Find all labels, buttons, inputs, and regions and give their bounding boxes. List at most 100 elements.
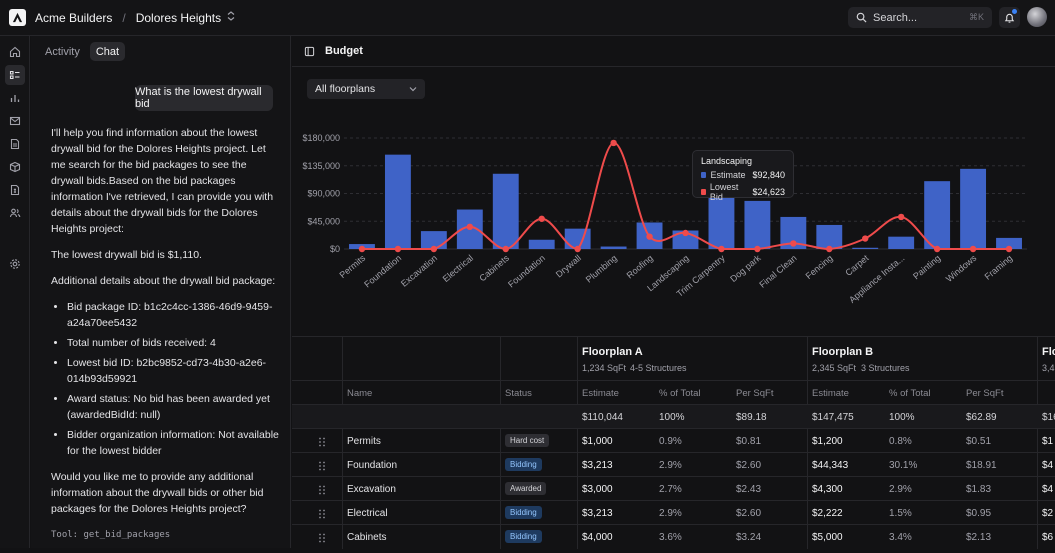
column-header-per-sqft[interactable]: Per SqFt [736,388,774,399]
avatar[interactable] [1027,7,1047,27]
budget-chart: $0$45,000$90,000$135,000$180,000PermitsF… [302,133,1027,305]
chat-panel: Activity Chat What is the lowest drywall… [31,36,291,548]
estimate-bar [852,247,879,249]
floorplan-a-estimate[interactable]: $3,213 [582,508,613,519]
floorplan-a-pct: 2.7% [659,484,682,495]
lowest-bid-point [430,245,438,253]
y-tick-label: $90,000 [307,189,340,199]
search-input[interactable]: Search... ⌘K [848,7,992,28]
lowest-bid-point [897,213,905,221]
drag-handle-icon[interactable] [318,461,326,471]
floorplan-a-sqft: 1,234 SqFt [582,363,627,373]
floorplan-a-structures: 4-5 Structures [630,363,687,373]
chevron-down-icon [409,87,417,92]
row-name: Excavation [347,484,396,495]
floorplan-b-estimate[interactable]: $4,300 [812,484,843,495]
floorplan-b-per-sqft: $0.51 [966,436,992,447]
budget-panel: Budget All floorplans $0 $45,000 $90,000 $1… [292,36,1055,549]
floorplan-a-estimate[interactable]: $3,000 [582,484,613,495]
lowest-bid-point [933,245,941,253]
column-header-name[interactable]: Name [347,388,373,399]
estimate-bar [708,191,735,249]
list-item: Bidder organization information: Not ava… [67,427,279,459]
row-name: Foundation [347,460,398,471]
table-row[interactable]: Electrical Bidding $3,213 2.9% $2.60 $2,222 1.… [292,501,1055,525]
sidebar-toggle-icon[interactable] [304,46,315,57]
lowest-bid-point [682,229,689,237]
floorplan-c-estimate[interactable]: $4 [1042,484,1054,495]
floorplan-c-sqft: 3,4 [1042,363,1055,373]
lowest-bid-point [646,233,653,240]
project-name[interactable]: Dolores Heights [135,10,222,25]
assistant-paragraph: The lowest drywall bid is $1,110. [51,249,202,261]
acme-logo-icon[interactable] [9,9,26,26]
drag-handle-icon[interactable] [318,533,326,543]
page-title: Budget [325,45,363,57]
tab-activity[interactable]: Activity [45,45,80,58]
users-icon[interactable] [5,203,25,223]
column-header-estimate[interactable]: Estimate [812,388,849,399]
table-row[interactable]: Foundation Bidding $3,213 2.9% $2.60 $44,343 3… [292,453,1055,477]
settings-icon[interactable] [5,254,25,274]
total-b-per-sqft: $62.89 [966,412,997,423]
row-name: Permits [347,436,381,447]
floorplan-b-estimate[interactable]: $5,000 [812,532,843,543]
lowest-bid-point [610,139,617,147]
drag-handle-icon[interactable] [318,509,326,519]
box-icon[interactable] [5,157,25,177]
search-placeholder: Search... [873,11,918,24]
column-header-pct[interactable]: % of Total [889,388,931,399]
floorplan-c-estimate[interactable]: $2 [1042,508,1054,519]
table-row[interactable]: Permits Hard cost $1,000 0.9% $0.81 $1,200 0.8… [292,429,1055,453]
floorplan-a-estimate[interactable]: $4,000 [582,532,613,543]
floorplan-b-estimate[interactable]: $2,222 [812,508,843,519]
floorplan-select[interactable]: All floorplans [307,79,425,99]
x-tick-label: Windows [944,253,979,284]
column-header-pct[interactable]: % of Total [659,388,701,399]
assistant-paragraph: I'll help you find information about the… [51,127,274,235]
mail-icon[interactable] [5,111,25,131]
column-header-status[interactable]: Status [505,388,532,399]
search-shortcut: ⌘K [968,12,984,22]
floorplan-c-estimate[interactable]: $4 [1042,460,1054,471]
breadcrumb-separator: / [122,10,126,25]
estimate-bar [816,224,843,249]
floorplan-b-per-sqft: $2.13 [966,532,992,543]
bar-chart-icon[interactable] [5,88,25,108]
tab-chat[interactable]: Chat [89,42,126,61]
estimate-bar [924,181,951,249]
floorplan-a-pct: 2.9% [659,460,682,471]
x-tick-label: Drywall [554,253,583,280]
floorplan-a-per-sqft: $2.60 [736,508,762,519]
floorplan-a-per-sqft: $2.43 [736,484,762,495]
x-tick-label: Foundation [506,253,547,290]
floorplan-b-pct: 30.1% [889,460,918,471]
floorplan-c-estimate[interactable]: $1 [1042,436,1054,447]
home-icon[interactable] [5,42,25,62]
chevron-up-down-icon[interactable] [227,11,235,24]
column-header-per-sqft[interactable]: Per SqFt [966,388,1004,399]
floorplan-b-estimate[interactable]: $1,200 [812,436,843,447]
drag-handle-icon[interactable] [318,485,326,495]
status-badge: Awarded [505,482,547,495]
file-dollar-icon[interactable] [5,180,25,200]
floorplan-a-estimate[interactable]: $1,000 [582,436,613,447]
assistant-paragraph: Would you like me to provide any additio… [51,471,264,515]
floorplan-a-estimate[interactable]: $3,213 [582,460,613,471]
list-item: Bid package ID: b1c2c4cc-1386-46d9-9459-… [67,299,279,331]
table-row[interactable]: Cabinets Bidding $4,000 3.6% $3.24 $5,000 3.4%… [292,525,1055,549]
lowest-bid-point [790,240,797,247]
floorplan-c-estimate[interactable]: $6 [1042,532,1054,543]
chat-tabs: Activity Chat [39,42,126,61]
document-icon[interactable] [5,134,25,154]
list-item: Lowest bid ID: b2bc9852-cd73-4b30-a2e6-0… [67,355,279,387]
drag-handle-icon[interactable] [318,437,326,447]
org-name[interactable]: Acme Builders [35,10,113,25]
floorplan-b-estimate[interactable]: $44,343 [812,460,849,471]
notifications-button[interactable] [999,7,1020,28]
table-row[interactable]: Excavation Awarded $3,000 2.7% $2.43 $4,300 2.… [292,477,1055,501]
lowest-bid-point [1005,245,1013,253]
list-icon[interactable] [5,65,25,85]
estimate-bar [384,154,411,249]
column-header-estimate[interactable]: Estimate [582,388,619,399]
